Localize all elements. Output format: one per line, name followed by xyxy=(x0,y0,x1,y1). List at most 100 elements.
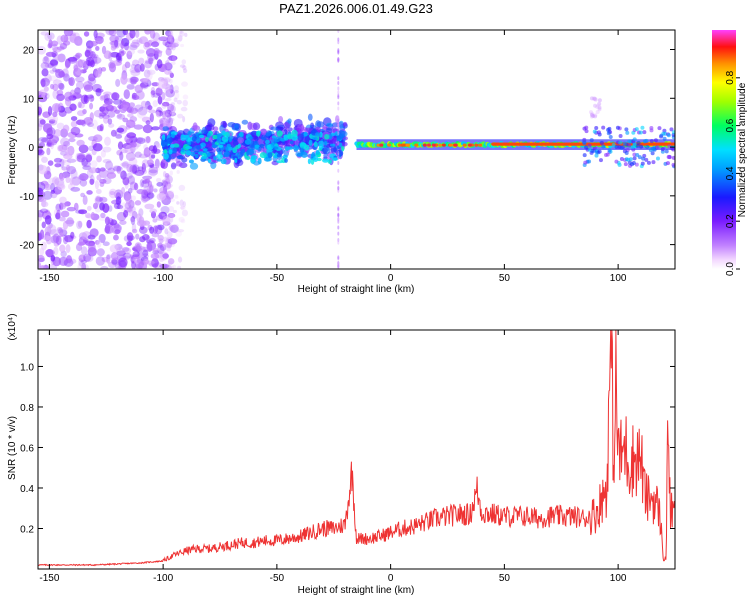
spectrogram-cell xyxy=(117,112,122,119)
spectrogram-cell xyxy=(597,107,602,112)
spectrogram-cell xyxy=(669,127,674,132)
spectrogram-cell xyxy=(589,96,594,101)
spectrogram-cell xyxy=(50,254,56,262)
spectrogram-cell xyxy=(60,250,67,258)
spectrogram-cell xyxy=(216,158,222,162)
spectrogram-cell xyxy=(166,32,174,40)
spectrogram-cell xyxy=(127,187,133,194)
spectrogram-cell xyxy=(478,143,483,147)
spectrogram-cell xyxy=(126,163,133,173)
spectrogram-y-tick-label: -10 xyxy=(20,192,35,203)
spectrogram-cell xyxy=(179,30,185,37)
spectrogram-cell xyxy=(166,183,173,188)
spectrogram-cell xyxy=(283,121,291,129)
colorbar-tick-label: 0.2 xyxy=(725,214,736,228)
spectrogram-cell xyxy=(65,244,71,253)
spectrogram-cell xyxy=(170,102,175,106)
spectrogram-cell xyxy=(38,123,43,131)
spectrogram-cell xyxy=(618,140,623,145)
spectrogram-cell xyxy=(59,232,64,238)
spectrogram-cell xyxy=(94,195,100,205)
spectrogram-cell xyxy=(60,210,70,218)
spectrogram-cell xyxy=(322,158,329,163)
spectrogram-cell xyxy=(156,192,166,201)
spectrogram-cell xyxy=(59,196,67,204)
spectrogram-cell xyxy=(61,144,69,151)
spectrogram-cell xyxy=(111,259,118,265)
spectrogram-cell xyxy=(241,148,245,154)
spectrogram-cell xyxy=(161,101,170,107)
spectrogram-cell xyxy=(662,136,667,141)
spectrogram-cell xyxy=(157,224,165,231)
spectrogram-cell xyxy=(234,123,239,129)
spectrogram-cell xyxy=(169,111,175,115)
spectrogram-cell xyxy=(275,121,284,129)
spectrogram-cell xyxy=(634,162,639,167)
spectrogram-cell xyxy=(38,136,48,143)
spectrogram-cell xyxy=(337,140,340,145)
spectrogram-cell xyxy=(177,113,184,119)
spectrogram-cell xyxy=(126,199,132,206)
spectrogram-cell xyxy=(648,148,653,153)
spectrogram-cell xyxy=(57,82,64,90)
spectrogram-cell xyxy=(259,152,267,159)
spectrogram-cell xyxy=(168,225,174,231)
spectrogram-cell xyxy=(111,92,120,101)
spectrogram-cell xyxy=(188,159,194,164)
spectrogram-cell xyxy=(66,31,77,37)
spectrogram-cell xyxy=(426,143,431,147)
spectrogram-cell xyxy=(66,158,77,163)
spectrogram-cell xyxy=(90,211,96,220)
spectrogram-cell xyxy=(77,220,83,228)
spectrogram-cell xyxy=(96,38,103,45)
spectrogram-cell xyxy=(69,177,74,186)
spectrogram-cell xyxy=(99,167,106,172)
spectrogram-cell xyxy=(149,208,158,214)
spectrogram-cell xyxy=(191,125,201,132)
spectrogram-cell xyxy=(94,180,100,190)
spectrogram-cell xyxy=(337,261,340,266)
spectrogram-cell xyxy=(80,69,87,74)
spectrogram-cell xyxy=(649,139,654,144)
spectrogram-cell xyxy=(261,128,267,136)
spectrogram-cell xyxy=(441,143,446,147)
spectrogram-cell xyxy=(671,155,675,160)
spectrogram-cell xyxy=(95,35,104,44)
spectrogram-cell xyxy=(98,216,107,221)
spectrogram-cell xyxy=(143,189,151,196)
spectrogram-cell xyxy=(101,256,109,263)
spectrogram-cell xyxy=(591,114,596,119)
spectrogram-cell xyxy=(60,137,70,147)
spectrogram-cell xyxy=(109,190,115,196)
spectrogram-cell xyxy=(61,203,68,208)
spectrogram-cell xyxy=(146,243,153,252)
spectrogram-cell xyxy=(169,72,174,79)
snr-y-tick-label: 0.2 xyxy=(20,524,34,535)
spectrogram-cell xyxy=(41,201,49,208)
snr-y-tick-label: 0.8 xyxy=(20,403,34,414)
spectrogram-cell xyxy=(638,130,643,135)
spectrogram-cell xyxy=(39,265,46,269)
spectrogram-cell xyxy=(161,179,166,189)
spectrogram-cell xyxy=(163,110,168,115)
spectrogram-cell xyxy=(144,30,152,35)
spectrogram-cell xyxy=(148,57,154,65)
spectrogram-cell xyxy=(248,136,254,140)
spectrogram-cell xyxy=(78,144,89,154)
spectrogram-cell xyxy=(64,201,71,207)
spectrogram-cell xyxy=(169,265,175,269)
spectrogram-cell xyxy=(166,56,171,62)
colorbar-gradient xyxy=(712,30,736,269)
spectrogram-cell xyxy=(44,215,52,225)
spectrogram-cell xyxy=(414,143,419,147)
spectrogram-cell xyxy=(405,143,410,147)
spectrogram-cell xyxy=(337,76,340,81)
spectrogram-cell xyxy=(76,110,86,117)
spectrogram-cell xyxy=(83,255,94,263)
spectrogram-cell xyxy=(116,165,122,174)
snr-y-tick-label: 1.0 xyxy=(20,362,34,373)
spectrogram-cell xyxy=(132,251,140,258)
spectrogram-cell xyxy=(588,110,593,115)
spectrogram-cell xyxy=(337,40,340,45)
spectrogram-cell xyxy=(39,208,49,214)
